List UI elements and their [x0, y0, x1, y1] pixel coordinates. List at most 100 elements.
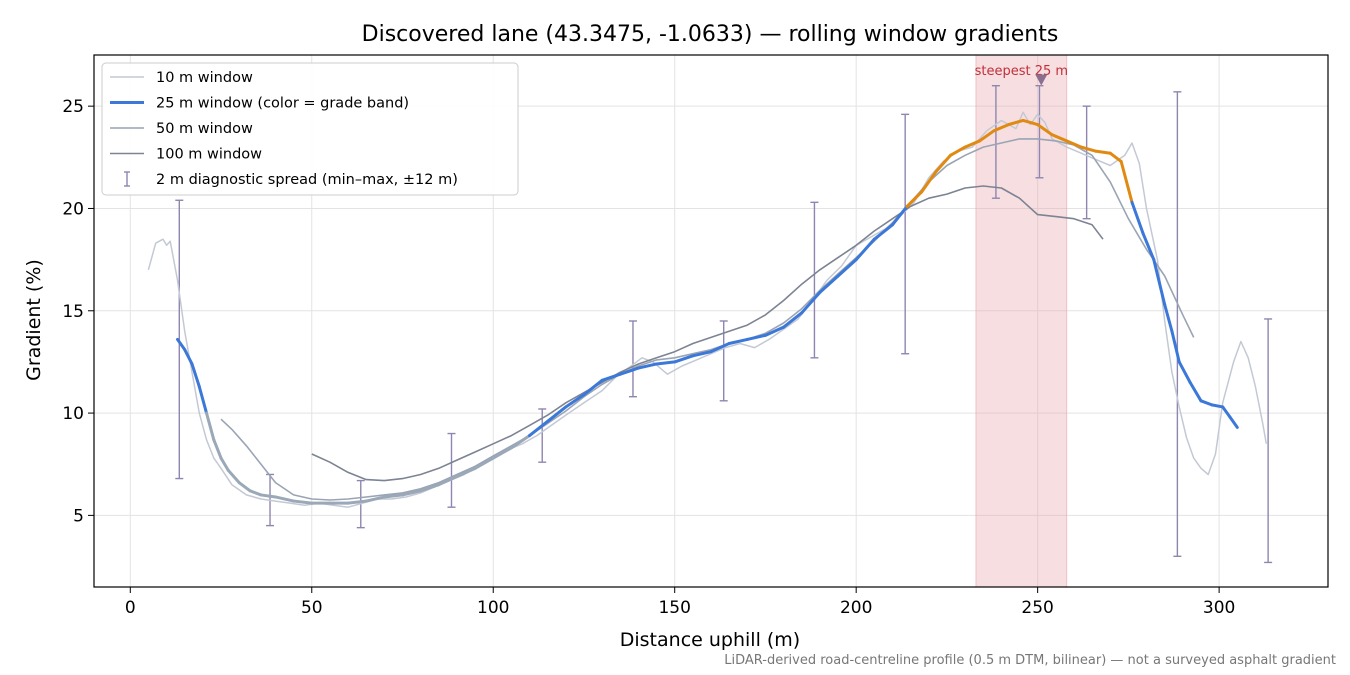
- series-segment: [691, 350, 713, 358]
- series-segment: [237, 481, 252, 493]
- chart-title: Discovered lane (43.3475, -1.0633) — rol…: [362, 22, 1059, 47]
- x-axis-label: Distance uphill (m): [620, 629, 800, 651]
- error-bar: [901, 113, 910, 355]
- x-tick-label: 200: [840, 598, 872, 618]
- series-segment: [183, 348, 194, 366]
- series-segment: [854, 237, 876, 262]
- legend-box: [101, 62, 519, 196]
- series-segment: [800, 290, 822, 315]
- series-segment: [509, 434, 532, 450]
- series-segment: [727, 337, 749, 346]
- series-line-50m: [220, 138, 1195, 501]
- axis-ticks: 0 50 100 150 200 250 300 5 10 15 20 25: [62, 97, 1235, 618]
- error-bar: [1264, 318, 1273, 564]
- legend: 10 m window 25 m window (color = grade ba…: [101, 62, 519, 196]
- steepest-highlight: steepest 25 m: [975, 54, 1068, 588]
- series-segment: [920, 170, 938, 194]
- series-segment: [1163, 303, 1174, 333]
- x-tick-label: 250: [1021, 598, 1053, 618]
- steepest-marker: [1035, 74, 1048, 86]
- series-segment: [582, 378, 604, 397]
- y-tick-label: 15: [62, 302, 84, 322]
- y-tick-label: 25: [62, 97, 84, 117]
- y-axis-label: Gradient (%): [23, 259, 45, 381]
- legend-label: 25 m window (color = grade band): [156, 96, 409, 112]
- legend-entry: 10 m window: [110, 70, 253, 86]
- legend-entry: 2 m diagnostic spread (min–max, ±12 m): [124, 171, 458, 188]
- series-segment: [473, 456, 495, 470]
- series-segment: [382, 493, 404, 499]
- legend-entry: 100 m window: [110, 147, 262, 163]
- series-segment: [890, 204, 909, 227]
- series-segment: [949, 145, 967, 157]
- x-tick-label: 100: [477, 598, 509, 618]
- series-segment: [1108, 151, 1123, 163]
- series-segment: [273, 495, 296, 503]
- series-segment: [1221, 405, 1232, 419]
- legend-entry: 50 m window: [110, 121, 253, 137]
- series-segment: [1170, 329, 1181, 364]
- series-segment: [818, 274, 840, 294]
- series-segment: [992, 123, 1011, 133]
- series-segment: [1152, 258, 1167, 307]
- series-segment: [564, 393, 586, 409]
- series-segment: [346, 499, 368, 505]
- series-segment: [1021, 118, 1040, 127]
- series-segment: [636, 362, 659, 370]
- x-tick-label: 0: [125, 598, 136, 618]
- plot-frame: [93, 54, 1329, 588]
- series-segment: [934, 153, 953, 174]
- series-line-100m: [311, 185, 1104, 482]
- series-segment: [364, 495, 386, 503]
- series-segment: [1050, 133, 1069, 143]
- axes-frame: [93, 54, 1329, 588]
- y-tick-label: 5: [73, 506, 84, 526]
- legend-label: 10 m window: [156, 70, 253, 86]
- series-segment: [1094, 149, 1112, 155]
- series-segment: [292, 499, 314, 505]
- series-segment: [528, 419, 550, 438]
- series-segment: [655, 360, 677, 366]
- legend-label: 2 m diagnostic spread (min–max, ±12 m): [156, 172, 458, 188]
- series-segment: [1130, 200, 1145, 235]
- legend-label: 100 m window: [156, 147, 262, 163]
- series-segment: [437, 475, 459, 487]
- series-segment: [1210, 403, 1225, 409]
- error-bar: [1082, 105, 1091, 220]
- series-segment: [205, 411, 216, 442]
- series-segment: [197, 384, 209, 415]
- series-segment: [226, 468, 241, 485]
- series-segment: [401, 489, 423, 497]
- y-tick-label: 20: [62, 199, 84, 219]
- error-bar: [628, 320, 637, 398]
- error-bar: [719, 320, 728, 402]
- series-segment: [872, 223, 894, 241]
- series-segment: [745, 333, 767, 341]
- series-segment: [491, 446, 513, 460]
- series-segment: [190, 362, 201, 388]
- series-segment: [546, 405, 568, 423]
- error-bar: [447, 432, 456, 508]
- series-segment: [1119, 159, 1134, 204]
- series-segment: [600, 372, 622, 382]
- series-segment: [1065, 139, 1083, 149]
- series-segment: [673, 354, 695, 364]
- error-bar: [1173, 91, 1182, 558]
- series-line-10m: [147, 111, 1268, 508]
- series-segment: [978, 129, 996, 143]
- error-bar: [1035, 84, 1044, 179]
- series-segment: [1228, 415, 1239, 429]
- series-segment: [419, 483, 441, 493]
- series-segment: [782, 311, 804, 329]
- series-segment: [1141, 231, 1156, 262]
- series-segment: [709, 342, 731, 354]
- error-bar: [810, 201, 819, 359]
- series-segment: [763, 325, 786, 337]
- series-segment: [455, 466, 477, 479]
- legend-label: 50 m window: [156, 121, 253, 137]
- y-tick-label: 10: [62, 404, 84, 424]
- series-segment: [1007, 118, 1025, 127]
- series-segment: [836, 258, 858, 278]
- series-segment: [1036, 123, 1054, 137]
